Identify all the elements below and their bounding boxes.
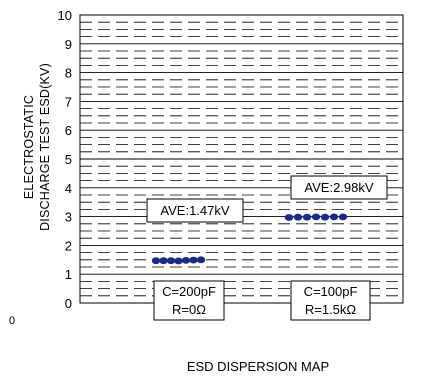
data-point: [284, 214, 294, 221]
data-point: [151, 257, 161, 265]
data-point: [329, 213, 339, 221]
y-tick-label: 5: [65, 152, 72, 167]
average-label: AVE:2.98kV: [304, 180, 373, 195]
data-point: [320, 213, 330, 221]
condition-box: [153, 280, 225, 321]
y-tick-labels: 0 1 2 3 4 5 6 7 8 9 10: [58, 8, 72, 311]
annotations: AVE:1.47kV C=200pF R=0Ω AVE:2.98kV C=100pF R=…: [146, 175, 388, 321]
condition-label: C=200pF: [162, 284, 216, 299]
y-tick-label: 10: [58, 8, 72, 23]
y-tick-label: 1: [65, 267, 72, 282]
data-point: [196, 256, 206, 264]
data-point: [159, 257, 168, 265]
outside-zero-label: 0: [9, 315, 15, 327]
y-axis-label: ELECTROSTATIC DISCHARGE TEST ESD(KV): [22, 63, 52, 231]
data-point: [293, 213, 303, 221]
data-point: [189, 256, 198, 264]
y-tick-label: 7: [65, 94, 72, 109]
grid-lines: [80, 14, 403, 304]
y-tick-label: 9: [65, 37, 72, 52]
y-tick-label: 2: [65, 238, 72, 253]
condition-box: [290, 280, 371, 321]
y-tick-label: 0: [65, 296, 72, 311]
average-box: [146, 198, 244, 223]
condition-label: R=0Ω: [172, 302, 206, 317]
data-points: [151, 213, 348, 265]
condition-label: C=100pF: [304, 284, 358, 299]
y-tick-label: 6: [65, 123, 72, 138]
condition-label: R=1.5kΩ: [305, 302, 357, 317]
data-point: [302, 213, 312, 221]
y-axis-label-line-1: ELECTROSTATIC: [22, 95, 36, 199]
y-tick-label: 4: [65, 181, 72, 196]
plot-frame: [79, 14, 404, 304]
data-point: [181, 256, 191, 264]
data-point: [166, 257, 176, 265]
x-axis-label: ESD DISPERSION MAP: [187, 359, 329, 374]
data-point: [338, 213, 348, 221]
average-label: AVE:1.47kV: [160, 203, 229, 218]
data-point: [311, 213, 321, 221]
data-point: [174, 257, 183, 265]
y-tick-label: 3: [65, 210, 72, 225]
average-box: [290, 175, 388, 200]
y-tick-label: 8: [65, 66, 72, 81]
y-axis-label-line-2: DISCHARGE TEST ESD(KV): [38, 63, 52, 231]
